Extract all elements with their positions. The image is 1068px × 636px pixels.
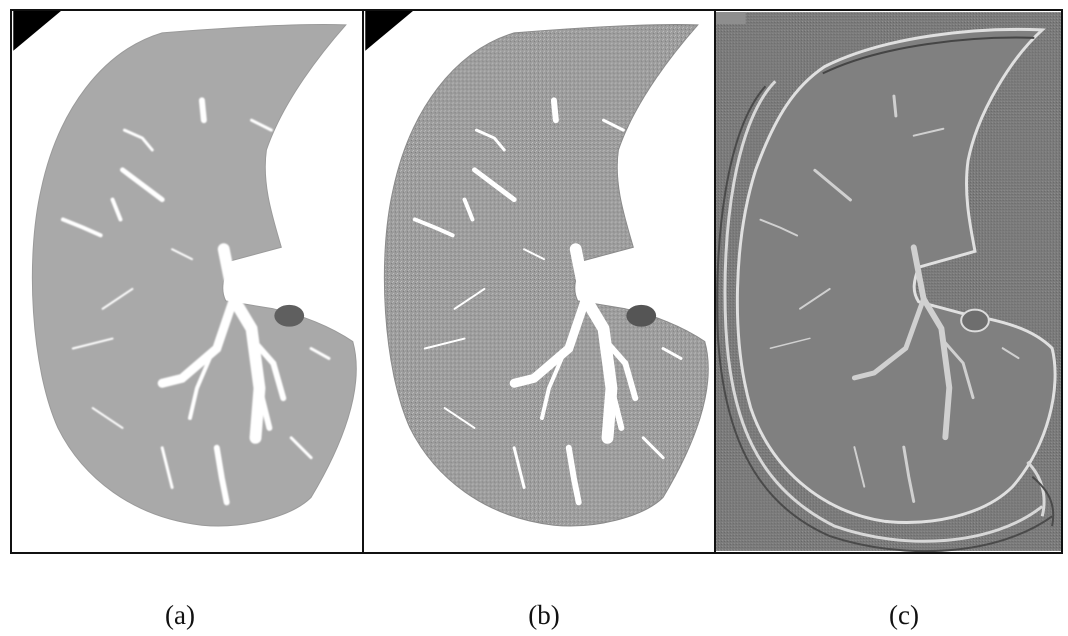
caption-b: (b) — [528, 600, 560, 630]
panel-b-image — [364, 11, 716, 552]
figure-frame — [10, 9, 1063, 554]
lung-ct-image-a — [13, 11, 361, 552]
caption-c: (c) — [889, 600, 919, 630]
panel-a-image — [12, 11, 364, 552]
lung-ct-image-c — [716, 12, 1061, 552]
lung-ct-image-b — [365, 11, 713, 552]
panel-c-image — [716, 11, 1061, 552]
caption-a: (a) — [165, 600, 195, 630]
